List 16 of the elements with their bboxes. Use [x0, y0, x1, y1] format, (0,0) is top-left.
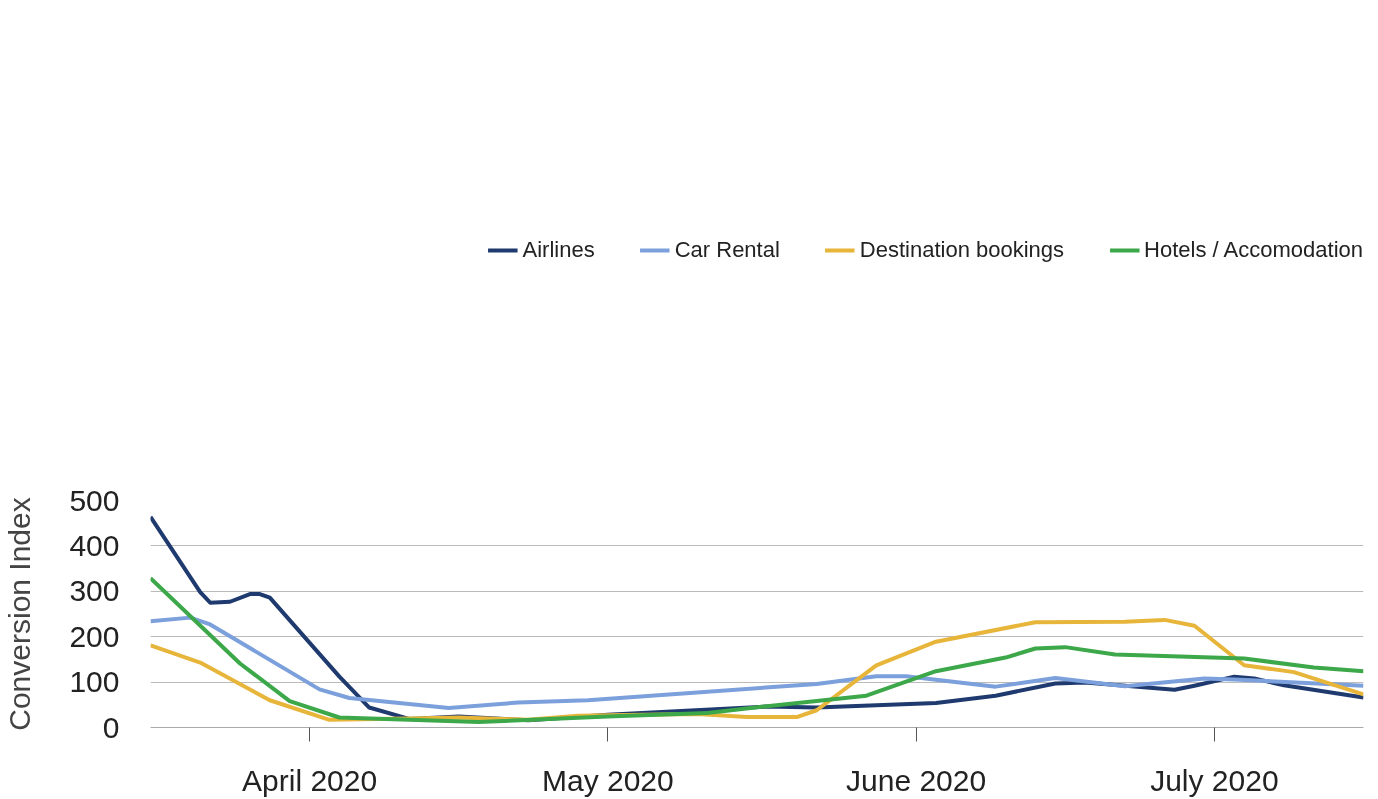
x-tick-label: May 2020 — [541, 763, 674, 797]
y-tick-label: 500 — [69, 483, 120, 517]
legend-label: Hotels / Accomodation — [1144, 237, 1363, 263]
line-series — [150, 576, 1364, 725]
y-tick-label: 300 — [69, 574, 120, 608]
y-tick-label: 0 — [102, 710, 120, 744]
legend-label: Airlines — [522, 237, 595, 263]
y-axis-title: Conversion Index — [3, 497, 37, 731]
y-tick-label: 200 — [69, 619, 120, 653]
x-tick-label: April 2020 — [242, 763, 378, 797]
y-tick-label: 100 — [69, 665, 120, 699]
legend-label: Car Rental — [674, 237, 780, 263]
x-tick-label: July 2020 — [1150, 763, 1279, 797]
x-tick-label: June 2020 — [846, 763, 987, 797]
legend-label: Destination bookings — [859, 237, 1065, 263]
y-tick-label: 400 — [69, 528, 120, 562]
